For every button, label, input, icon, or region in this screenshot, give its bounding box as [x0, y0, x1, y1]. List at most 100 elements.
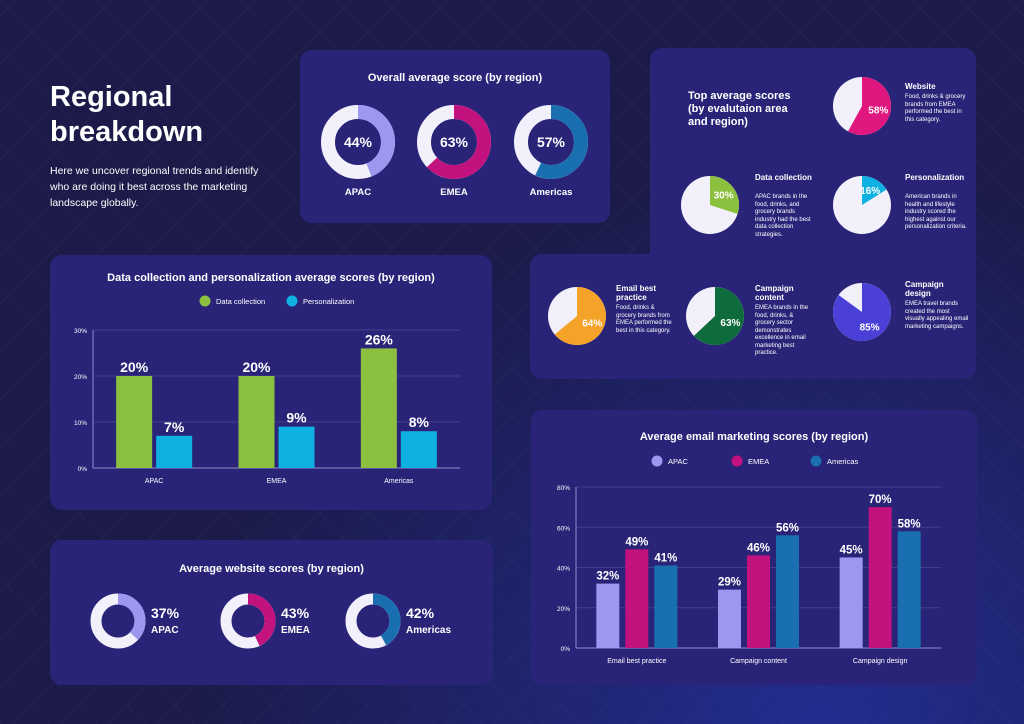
website-title: Average website scores (by region): [179, 563, 364, 575]
bar-email-best-practice-emea: [625, 549, 649, 648]
pie-description-5: EMEA travel brands created the most visu…: [905, 301, 969, 330]
overall-value-1: 63%: [440, 134, 469, 150]
website-donut-emea: [220, 593, 276, 649]
bar-americas-personalization: [400, 431, 437, 468]
legend-swatch-1: [731, 455, 743, 467]
bar-campaign-design-americas: [897, 531, 921, 648]
overall-label-1: EMEA: [440, 187, 468, 198]
pie-value-2: 16%: [860, 186, 880, 197]
website-value-1: 43%: [281, 605, 310, 621]
website-label-1: EMEA: [281, 625, 310, 636]
legend-swatch-0: [199, 295, 211, 307]
data-label-0-1: 7%: [164, 419, 185, 435]
bar-campaign-content-emea: [747, 555, 770, 648]
overall-panel: Overall average score (by region): [300, 50, 610, 223]
top-scores-title: Top average scores (by evalutaion area a…: [688, 90, 791, 129]
pie-description-4: EMEA brands in the food, drinks, & groce…: [755, 305, 809, 356]
pie-heading-2: Personalization: [905, 173, 965, 182]
overall-label-2: Americas: [530, 187, 573, 198]
top-scores-title-3: and region): [688, 116, 748, 128]
overall-donuts: 44% APAC 63% EMEA 57% Americas: [321, 105, 588, 198]
overall-value-0: 44%: [344, 134, 373, 150]
overall-donut-americas: [514, 105, 588, 179]
website-donuts: 37% APAC 43% EMEA 42% Americas: [90, 593, 451, 649]
pie-email-best-practice: 64%: [548, 287, 607, 345]
data-label-2-1: 8%: [409, 414, 430, 430]
legend-label-1: Personalization: [303, 297, 354, 306]
ytick-4: 80%: [557, 485, 570, 492]
xtick-0: Email best practice: [607, 658, 666, 665]
pie-description-0: Food, drinks & grocery brands from EMEA …: [905, 94, 966, 123]
data-label-1-2: 56%: [776, 522, 799, 534]
overall-label-0: APAC: [345, 187, 371, 198]
pie-description-1: APAC brands in the food, drinks, and gro…: [755, 194, 811, 238]
ytick-2: 40%: [557, 566, 570, 573]
website-label-2: Americas: [406, 625, 451, 636]
website-donut-americas-arc: [345, 593, 401, 649]
xtick-1: EMEA: [267, 478, 287, 485]
pie-value-3: 64%: [582, 319, 602, 330]
legend-swatch-2: [810, 455, 822, 467]
overall-title: Overall average score (by region): [367, 72, 543, 84]
website-donut-apac: [90, 593, 146, 649]
title-line-1: Regional: [50, 81, 173, 113]
pie-slice-4: [693, 286, 744, 345]
legend-label-1: EMEA: [748, 457, 769, 466]
overall-donut-emea-arc: [417, 105, 491, 179]
data-label-1-1: 46%: [747, 542, 770, 554]
bar-email-best-practice-americas: [654, 565, 678, 648]
ytick-3: 30%: [74, 328, 87, 335]
data-label-0-1: 49%: [625, 536, 648, 548]
pie-value-0: 58%: [868, 106, 888, 117]
bar-campaign-design-apac: [839, 557, 863, 648]
website-donut-americas: [345, 593, 401, 649]
data-label-1-0: 20%: [242, 359, 271, 375]
xtick-2: Americas: [384, 478, 414, 485]
datacollection-chart: 0% 10% 20% 30% 20% 7% APAC 20% 9% EMEA 26% 8% Americ…: [74, 295, 460, 485]
top-scores-title-2: (by evalutaion area: [688, 103, 788, 115]
pie-slice-3: [554, 287, 607, 345]
data-label-2-0: 26%: [365, 331, 394, 347]
bar-email-best-practice-apac: [596, 583, 620, 648]
ytick-3: 60%: [557, 525, 570, 532]
overall-donut-emea: [417, 105, 491, 179]
title-line-2: breakdown: [50, 116, 204, 148]
pie-slice-5: [833, 283, 892, 341]
xtick-0: APAC: [145, 478, 164, 485]
bar-campaign-content-apac: [718, 589, 741, 648]
data-label-1-0: 29%: [718, 577, 741, 589]
website-label-0: APAC: [151, 625, 179, 636]
legend-label-0: APAC: [668, 457, 688, 466]
page-title: Regional breakdown: [50, 80, 203, 150]
legend-label-0: Data collection: [216, 297, 265, 306]
overall-value-2: 57%: [537, 134, 566, 150]
bar-emea-personalization: [278, 426, 315, 468]
bar-campaign-design-emea: [868, 507, 892, 648]
pie-value-5: 85%: [860, 322, 880, 333]
website-value-0: 37%: [151, 605, 180, 621]
bar-americas-data-collection: [360, 348, 397, 468]
xtick-2: Campaign design: [853, 658, 908, 665]
intro-text: Here we uncover regional trends and iden…: [50, 165, 259, 209]
website-donut-emea-arc: [220, 593, 276, 649]
overall-donut-apac-arc: [321, 105, 395, 179]
data-label-0-2: 41%: [654, 552, 677, 564]
data-label-2-2: 58%: [898, 518, 921, 530]
overall-donut-americas-arc: [514, 105, 588, 179]
pie-slice-2: [862, 176, 887, 205]
pie-heading-3: Email best practice: [616, 284, 657, 302]
ytick-1: 10%: [74, 420, 87, 427]
pie-campaign-design: 85%: [833, 283, 892, 341]
data-label-0-0: 32%: [596, 571, 619, 583]
data-label-0-0: 20%: [120, 359, 149, 375]
pie-campaign-content: 63%: [686, 286, 744, 345]
bar-emea-data-collection: [238, 376, 275, 468]
pie-value-1: 30%: [714, 191, 734, 202]
xtick-1: Campaign content: [730, 658, 787, 665]
pie-value-4: 63%: [720, 318, 740, 329]
website-value-2: 42%: [406, 605, 435, 621]
data-label-2-0: 45%: [840, 544, 863, 556]
pie-slice-1: [710, 176, 739, 214]
pie-data-collection: 30%: [681, 176, 739, 234]
datacollection-title: Data collection and personalization aver…: [107, 272, 435, 284]
